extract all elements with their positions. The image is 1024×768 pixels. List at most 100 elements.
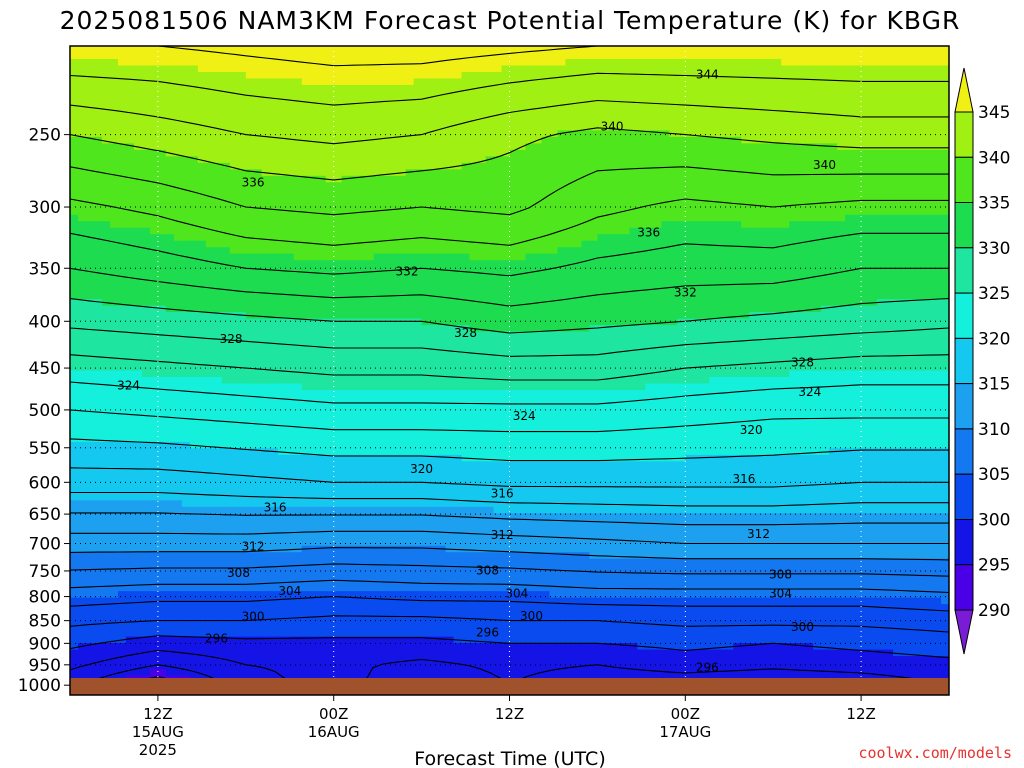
contour-label: 300 (791, 620, 814, 634)
contour-label: 324 (117, 378, 140, 392)
y-tick-label: 400 (29, 312, 61, 332)
x-tick-label: 12Z (143, 705, 172, 723)
x-axis-title: Forecast Time (UTC) (414, 748, 605, 768)
contour-label: 308 (227, 566, 250, 580)
contour-label: 316 (491, 486, 514, 500)
contour-312 (70, 530, 949, 545)
colorbar-tick-label: 325 (978, 284, 1010, 304)
contour-lines (70, 46, 949, 695)
contour-label: 344 (696, 68, 719, 82)
contour-label: 332 (396, 265, 419, 279)
contour-label: 300 (520, 609, 543, 623)
x-tick-label: 16AUG (308, 723, 360, 741)
contour-label: 340 (601, 120, 624, 134)
colorbar-min-arrow (954, 609, 974, 655)
contour-label: 312 (491, 528, 514, 542)
colorbar-tick-label: 310 (978, 420, 1010, 440)
colorbar-tick-label: 315 (978, 375, 1010, 395)
contour-342 (70, 99, 949, 145)
credit-text: coolwx.com/models (858, 744, 1012, 762)
colorbar-tick-label: 300 (978, 511, 1010, 531)
contour-label: 316 (264, 500, 287, 514)
y-tick-label: 850 (29, 612, 61, 632)
contour-314 (70, 512, 949, 526)
colorbar-swatch (954, 519, 974, 566)
contour-label: 308 (769, 568, 792, 582)
contour-label: 308 (476, 563, 499, 577)
y-tick-label: 450 (29, 359, 61, 379)
y-tick-label: 600 (29, 473, 61, 493)
contour-label: 304 (505, 587, 528, 601)
contour-316 (70, 491, 949, 507)
contour-label: 340 (813, 158, 836, 172)
y-tick-label: 700 (29, 535, 61, 555)
colorbar-swatch (954, 292, 974, 339)
colorbar-swatch (954, 428, 974, 475)
contour-324 (70, 381, 949, 405)
contour-330 (70, 298, 949, 334)
contour-label: 312 (242, 539, 265, 553)
colorbar-tick-label: 305 (978, 465, 1010, 485)
contour-label: 304 (278, 584, 301, 598)
gridlines (70, 46, 949, 695)
contour-334 (70, 232, 949, 277)
contour-302 (70, 615, 949, 633)
colorbar-tick-label: 330 (978, 239, 1010, 259)
y-tick-label: 800 (29, 588, 61, 608)
y-axis: 2503003504004505005506006507007508008509… (18, 126, 70, 696)
y-tick-label: 250 (29, 126, 61, 146)
contour-346 (70, 46, 949, 67)
x-tick-label: 2025 (139, 741, 177, 759)
y-tick-label: 1000 (18, 676, 61, 696)
contour-300 (70, 635, 949, 659)
contour-label: 328 (454, 326, 477, 340)
contour-344 (70, 72, 949, 106)
contour-label: 336 (637, 226, 660, 240)
y-tick-label: 650 (29, 505, 61, 525)
contour-label: 336 (242, 176, 265, 190)
contour-306 (70, 579, 949, 594)
contour-label: 320 (410, 462, 433, 476)
colorbar-swatch (954, 111, 974, 158)
y-tick-label: 500 (29, 401, 61, 421)
contour-326 (70, 354, 949, 381)
contour-label: 304 (769, 587, 792, 601)
colorbar-tick-label: 340 (978, 148, 1010, 168)
ground-strip (70, 678, 949, 695)
contour-298 (70, 649, 949, 695)
colorbar: 345 340 335 330 325 320 315 310 305 300 295 290 (954, 67, 1010, 655)
contour-labels: 344 340 340 336 336 332 332 328 328 328 324 324 324 3… (117, 68, 836, 675)
colorbar-swatch (954, 383, 974, 430)
colorbar-tick-label: 295 (978, 556, 1010, 576)
x-tick-label: 17AUG (659, 723, 711, 741)
colorbar-swatch (954, 202, 974, 249)
contour-336 (70, 198, 949, 246)
contour-label: 312 (747, 527, 770, 541)
y-tick-label: 350 (29, 259, 61, 279)
contour-label: 320 (740, 423, 763, 437)
contour-label: 316 (732, 472, 755, 486)
colorbar-swatch (954, 473, 974, 521)
contour-label: 324 (798, 385, 821, 399)
y-tick-label: 550 (29, 439, 61, 459)
colorbar-swatch (954, 247, 974, 294)
y-tick-label: 900 (29, 634, 61, 654)
colorbar-tick-label: 335 (978, 194, 1010, 214)
y-tick-label: 750 (29, 562, 61, 582)
contour-label: 296 (205, 632, 228, 646)
y-tick-label: 950 (29, 656, 61, 676)
x-tick-label: 15AUG (132, 723, 184, 741)
contour-340 (70, 127, 949, 181)
colorbar-tick-label: 345 (978, 103, 1010, 123)
plot-area: 344 340 340 336 336 332 332 328 328 328 324 324 324 3… (69, 45, 950, 696)
x-tick-label: 12Z (495, 705, 524, 723)
colorbar-swatch (954, 156, 974, 204)
contour-label: 332 (674, 286, 697, 300)
contour-label: 300 (242, 609, 265, 623)
y-tick-label: 300 (29, 198, 61, 218)
chart-title: 2025081506 NAM3KM Forecast Potential Tem… (60, 6, 961, 35)
shaded-field (70, 46, 949, 695)
colorbar-tick-label: 290 (978, 601, 1010, 621)
